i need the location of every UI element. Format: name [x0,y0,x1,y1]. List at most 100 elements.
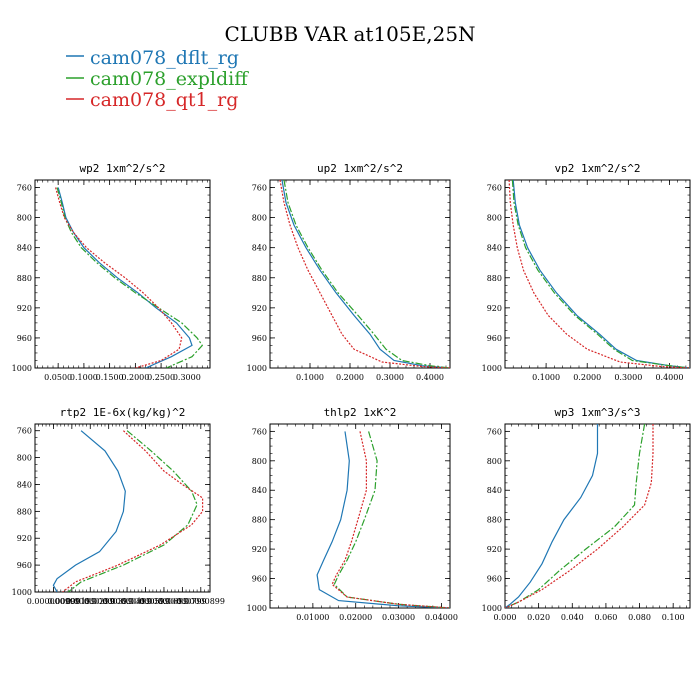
x-tick-label: 0.03000 [382,613,415,622]
x-tick-label: 0.000 [494,613,517,622]
x-tick-label: 0.1000 [296,373,324,382]
x-tick-label: 0.4000 [655,373,683,382]
y-tick-label: 920 [252,304,267,313]
figure-title: CLUBB VAR at105E,25N [224,22,475,46]
y-tick-label: 1000 [247,364,267,373]
panel-title: rtp2 1E-6x(kg/kg)^2 [60,406,186,419]
legend-label-0: cam078_dflt_rg [90,47,239,69]
x-tick-label: 0.00000899 [177,597,225,606]
plot-frame [34,179,211,369]
panel-0: wp2 1xm^2/s^2 760 800 840 880 920 960 1000 0.050… [12,162,211,382]
y-tick-label: 960 [252,575,267,584]
x-tick-label: 0.02000 [339,613,372,622]
series-line-0 [281,180,450,368]
series-line-0 [512,180,690,368]
series-line-1 [505,424,646,608]
x-tick-label: 0.040 [561,613,584,622]
series-line-1 [67,430,198,592]
series-line-1 [333,431,450,608]
legend-label-2: cam078_qt1_rg [90,89,238,111]
panel-title: wp2 1xm^2/s^2 [79,162,165,175]
y-tick-label: 800 [17,454,32,463]
x-tick-label: 0.000000999 [27,597,80,606]
y-tick-label: 800 [487,214,502,223]
x-tick-label: 0.2500 [147,373,175,382]
panel-5: wp3 1xm^3/s^3 760 800 840 880 920 960 10000.000… [482,406,691,622]
series-line-0 [505,424,599,608]
x-tick-label: 0.020 [527,613,550,622]
y-tick-label: 840 [17,480,32,489]
x-tick-label: 0.4000 [416,373,444,382]
y-tick-label: 800 [252,457,267,466]
series-line-1 [56,187,204,368]
y-tick-label: 760 [252,184,267,193]
x-tick-label: 0.00000599 [121,597,169,606]
y-tick-label: 880 [252,516,267,525]
series-line-2 [505,424,654,608]
series-line-2 [331,431,450,608]
y-tick-label: 1000 [247,604,267,613]
y-tick-label: 840 [252,486,267,495]
panel-2: vp2 1xm^2/s^2 760 800 840 880 920 960 1000 0.100… [482,162,691,382]
y-tick-label: 920 [17,304,32,313]
x-tick-label: 0.1000 [532,373,560,382]
x-tick-label: 0.01000 [296,613,329,622]
x-tick-label: 0.3000 [614,373,642,382]
y-tick-label: 800 [252,214,267,223]
series-line-2 [508,180,690,368]
panel-1: up2 1xm^2/s^2 760 800 840 880 920 960 1000 0.100… [247,162,451,382]
x-tick-label: 0.2000 [121,373,149,382]
y-tick-label: 960 [252,334,267,343]
legend-label-1: cam078_expldiff [90,68,249,90]
y-tick-label: 960 [487,334,502,343]
y-tick-label: 880 [487,274,502,283]
plot-frame [504,179,691,369]
x-tick-label: 0.00000299 [66,597,114,606]
y-tick-label: 840 [487,486,502,495]
y-tick-label: 1000 [482,604,502,613]
plot-frame [34,423,211,593]
y-tick-label: 760 [252,427,267,436]
y-tick-label: 760 [17,184,32,193]
y-tick-label: 880 [252,274,267,283]
y-tick-label: 840 [487,244,502,253]
y-tick-label: 760 [487,184,502,193]
x-tick-label: 0.00000699 [140,597,188,606]
y-tick-label: 880 [17,274,32,283]
legend: cam078_dflt_rg cam078_expldiff cam078_qt… [66,47,249,111]
x-tick-label: 0.060 [594,613,617,622]
series-line-2 [279,180,450,368]
y-tick-label: 960 [487,575,502,584]
series-line-2 [62,430,204,592]
y-tick-label: 1000 [482,364,502,373]
series-line-0 [57,187,193,368]
x-tick-label: 0.080 [628,613,651,622]
panel-title: thlp2 1xK^2 [324,406,397,419]
plot-frame [269,423,451,609]
panel-3: rtp2 1E-6x(kg/kg)^2 760 800 840 880 920 960 100… [12,406,225,606]
y-tick-label: 920 [487,545,502,554]
series-line-2 [55,187,183,368]
x-tick-label: 0.00000499 [103,597,151,606]
y-tick-label: 920 [252,545,267,554]
y-tick-label: 800 [487,457,502,466]
y-tick-label: 960 [17,334,32,343]
y-tick-label: 760 [487,427,502,436]
x-tick-label: 0.04000 [425,613,458,622]
x-tick-label: 0.3000 [173,373,201,382]
x-tick-label: 0.2000 [336,373,364,382]
x-tick-label: 0.0500 [44,373,72,382]
y-tick-label: 800 [17,214,32,223]
y-tick-label: 920 [17,534,32,543]
series-line-0 [316,431,450,608]
y-tick-label: 880 [17,507,32,516]
y-tick-label: 1000 [12,588,32,597]
panel-title: up2 1xm^2/s^2 [317,162,403,175]
y-tick-label: 1000 [12,364,32,373]
y-tick-label: 760 [17,427,32,436]
series-line-1 [283,180,450,368]
x-tick-label: 0.00000799 [158,597,206,606]
panel-title: wp3 1xm^3/s^3 [554,406,640,419]
y-tick-label: 840 [17,244,32,253]
